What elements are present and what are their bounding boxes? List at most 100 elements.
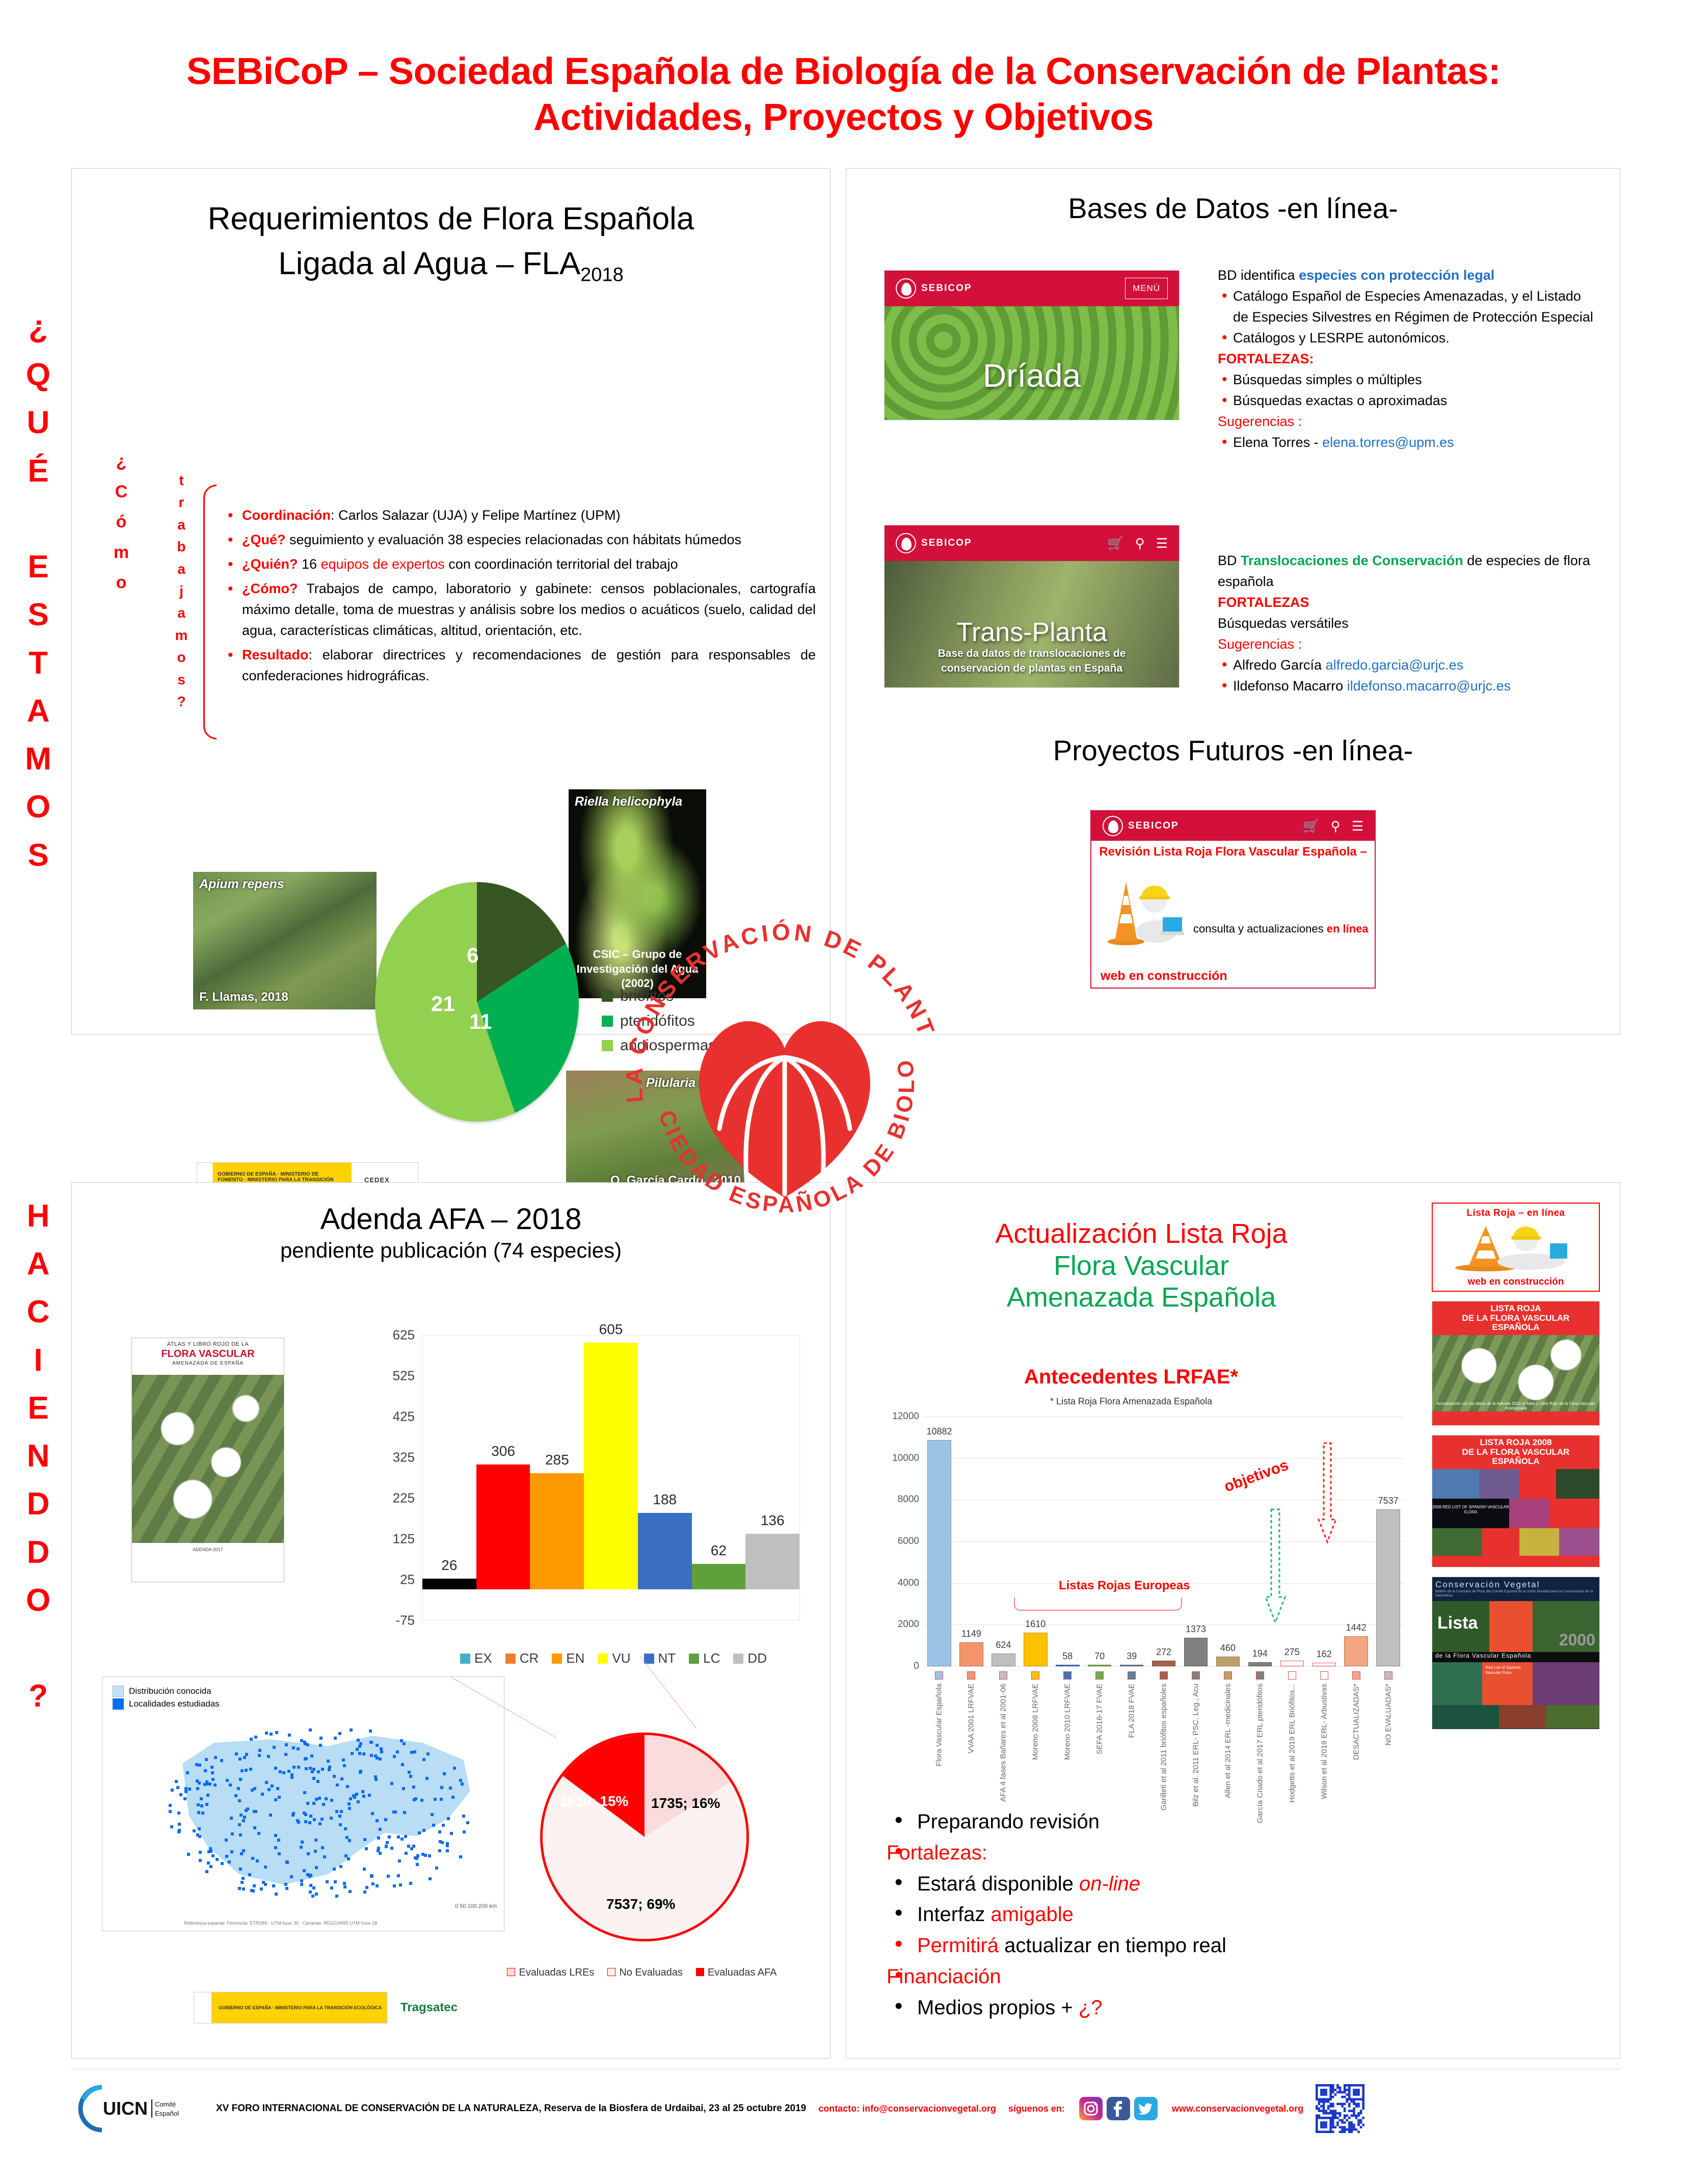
map-point (296, 1819, 300, 1822)
map-point (312, 1818, 316, 1821)
map-point (330, 1886, 333, 1890)
driada-menu-button[interactable]: MENÚ (1124, 278, 1168, 299)
driada-brand: SEBICOP (921, 283, 972, 294)
footer-contact-email[interactable]: info@conservacionvegetal.org (862, 2103, 996, 2114)
map-point (318, 1822, 322, 1826)
search-icon[interactable]: ⚲ (1330, 818, 1341, 834)
legend-label: angiospermas (620, 1037, 716, 1054)
map-point (279, 1770, 282, 1773)
map-point (374, 1775, 378, 1778)
cover-web-footer: web en construcción (1467, 1276, 1564, 1287)
map-point (370, 1753, 373, 1757)
map-point (319, 1737, 323, 1740)
map-point (243, 1816, 246, 1819)
svg-text:Español: Español (155, 2110, 179, 2117)
map-point (407, 1844, 411, 1848)
driada-bullet: Catálogos y LESRPE autonómicos. (1218, 326, 1595, 350)
map-point (264, 1865, 267, 1869)
map-point (403, 1742, 406, 1745)
map-scale-bar: 0 50 100 200 km (455, 1903, 497, 1909)
map-point (438, 1840, 442, 1843)
y-tick-label: -75 (395, 1612, 415, 1628)
card-driada[interactable]: SEBICOP MENÚ Dríada (884, 270, 1180, 420)
search-icon[interactable]: ⚲ (1135, 535, 1145, 551)
map-point (290, 1773, 293, 1777)
hamburger-menu-icon[interactable]: ☰ (1351, 818, 1363, 834)
bullet-emphasis: ¿? (1078, 1996, 1103, 2019)
pie-slice-value: 21 (431, 992, 455, 1016)
map-point (309, 1890, 312, 1894)
map-point (343, 1881, 346, 1885)
map-point (355, 1792, 359, 1796)
y-tick-label: 6000 (897, 1536, 919, 1547)
bar-value-label: 460 (1220, 1643, 1236, 1654)
map-point (196, 1803, 200, 1806)
card-proyecto-futuro[interactable]: SEBICOP 🛒 ⚲ ☰ Revisión Lista Roja Flora … (1090, 810, 1376, 989)
hamburger-menu-icon[interactable]: ☰ (1156, 535, 1168, 551)
chart-lrfae-x-labels: Flora Vascular Española VVAA 2001 LRFVAE A… (923, 1669, 1404, 1823)
footer-website[interactable]: www.conservacionvegetal.org (1171, 2103, 1304, 2114)
y-tick-label: 425 (392, 1408, 415, 1424)
bar-value-label: 285 (545, 1452, 569, 1468)
map-legend-item: Distribución conocida (113, 1685, 220, 1698)
transplanta-hero-subtitle: Base da datos de translocaciones de cons… (938, 648, 1126, 674)
chart-afa-pie-circle (540, 1733, 749, 1941)
y-tick-label: 525 (392, 1368, 415, 1383)
footer-contact-label: contacto: (818, 2103, 860, 2114)
card-trans-planta[interactable]: SEBICOP 🛒 ⚲ ☰ Trans-Planta Base da datos… (884, 525, 1180, 688)
map-point (340, 1777, 343, 1781)
fla-bullet: ¿Quién? 16 equipos de expertos con coord… (225, 553, 816, 576)
cart-icon[interactable]: 🛒 (1303, 818, 1320, 834)
map-point (306, 1873, 309, 1877)
map-point (205, 1802, 209, 1806)
cart-icon[interactable]: 🛒 (1107, 535, 1124, 551)
vertical-letter: o (177, 649, 186, 665)
sebicop-seal-logo: DE LA CONSERVACIÓN DE PLANTAS SOCIEDAD E… (551, 847, 963, 1262)
map-point (316, 1770, 320, 1773)
map-point (377, 1836, 380, 1840)
twitter-icon[interactable] (1134, 2097, 1158, 2120)
footer-contact[interactable]: contacto: info@conservacionvegetal.org (818, 2103, 996, 2114)
map-point (324, 1797, 328, 1801)
x-tick-label: Allen et al 2014 ERL -medicinales (1223, 1684, 1233, 1798)
chart-fla-pie: 6 11 21 (375, 882, 579, 1122)
book-cover-afa-adenda: ATLAS Y LIBRO ROJO DE LA FLORA VASCULAR … (131, 1338, 284, 1582)
facebook-icon[interactable] (1106, 2097, 1130, 2120)
contact-email[interactable]: ildefonso.macarro@urjc.es (1347, 678, 1511, 694)
legend-item: Evaluadas AFA (695, 1967, 777, 1979)
map-point (249, 1768, 253, 1771)
map-point (438, 1830, 441, 1833)
legend-item: No Evaluadas (607, 1967, 683, 1979)
futuro-text-plain: consulta y actualizaciones (1193, 922, 1327, 935)
contact-email[interactable]: alfredo.garcia@urjc.es (1325, 657, 1464, 673)
map-point (378, 1828, 382, 1831)
contact-email[interactable]: elena.torres@upm.es (1322, 435, 1454, 450)
contact-item[interactable]: Ildefonso Macarro ildefonso.macarro@urjc… (1218, 674, 1595, 698)
map-point (236, 1787, 240, 1790)
uicn-logo: UICN Comité Español (71, 2084, 204, 2133)
legend-swatch (598, 1654, 608, 1664)
map-point (359, 1742, 363, 1746)
map-point (322, 1802, 326, 1806)
map-point (242, 1887, 246, 1891)
transplanta-sugerencias-label: Sugerencias : (1218, 636, 1302, 652)
bar-value-label: 26 (441, 1557, 458, 1574)
map-point (225, 1838, 228, 1842)
vertical-letter (10, 1624, 66, 1672)
map-point (169, 1809, 172, 1813)
x-tick-label: Garilleti et al 2011 briófitos españoles (1159, 1684, 1168, 1811)
poster-title-line-2: Actividades, Proyectos y Objetivos (533, 96, 1154, 139)
vertical-letter: ? (29, 1679, 48, 1714)
bar-column: 285 (530, 1452, 584, 1589)
bar-value-label: 7537 (1378, 1496, 1399, 1506)
map-point (275, 1892, 278, 1896)
instagram-icon[interactable] (1079, 2097, 1103, 2120)
map-point (378, 1852, 382, 1855)
bar-value-label: 62 (710, 1542, 727, 1559)
lr-bullet: Medios propios + ¿? (887, 1989, 1396, 2023)
x-tick-label: SEFA 2016-17 FVAE (1095, 1684, 1104, 1754)
legend-item: LC (689, 1650, 720, 1666)
contact-item[interactable]: Alfredo García alfredo.garcia@urjc.es (1218, 653, 1595, 677)
contact-item[interactable]: Elena Torres - elena.torres@upm.es (1218, 431, 1595, 454)
vertical-letter: C (26, 1294, 50, 1330)
